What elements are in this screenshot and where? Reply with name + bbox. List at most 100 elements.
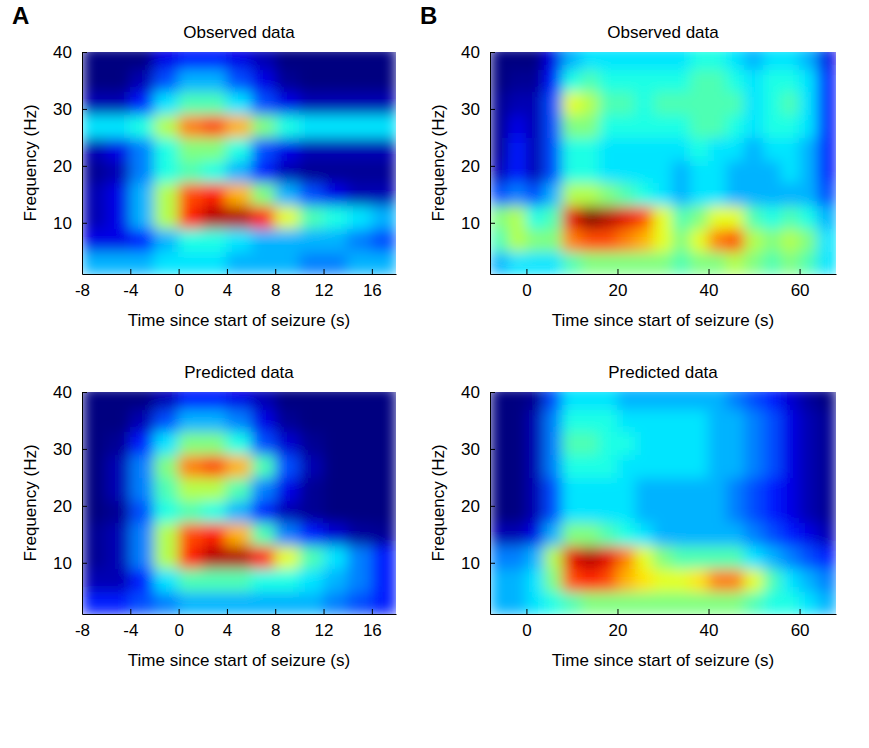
x-axis: -8-40481216 <box>75 269 397 300</box>
tick-label: 10 <box>53 214 72 233</box>
heatmap-cell <box>672 392 691 410</box>
heatmap-cell <box>106 591 131 614</box>
heatmap-cell <box>653 137 672 161</box>
heatmap-cell <box>690 431 709 455</box>
heatmap-cell <box>744 568 763 592</box>
heatmap-cell <box>562 52 581 70</box>
tick-label: 4 <box>223 621 232 640</box>
heatmap-cell <box>154 545 179 569</box>
heatmap-cell <box>653 522 672 546</box>
heatmap-cell <box>817 228 836 252</box>
heatmap-cell <box>799 454 818 478</box>
heatmap-cell <box>106 477 131 501</box>
heatmap-cell <box>508 91 527 115</box>
heatmap-cell <box>275 591 300 614</box>
heatmap-cell <box>526 160 545 184</box>
heatmap-cell <box>226 431 251 455</box>
heatmap-cell <box>130 500 155 524</box>
heatmap-cell <box>526 205 545 229</box>
heatmap-cell <box>744 522 763 546</box>
heatmap-cell <box>202 91 227 115</box>
heatmap-cell <box>508 251 527 274</box>
heatmap-cell <box>544 591 563 614</box>
tick: 60 <box>791 609 810 640</box>
heatmap-cell <box>726 500 745 524</box>
heatmap-cell <box>202 545 227 569</box>
heatmap-cell <box>672 409 691 433</box>
tick-mark <box>82 166 87 167</box>
heatmap-cell <box>744 251 763 274</box>
heatmap-cell <box>690 568 709 592</box>
heatmap-cell <box>154 500 179 524</box>
heatmap-cell <box>106 69 131 93</box>
plot-area <box>490 52 836 274</box>
x-axis-title: Time since start of seizure (s) <box>552 311 774 330</box>
heatmap-cell <box>708 477 727 501</box>
tick-label: 40 <box>53 383 72 402</box>
heatmap-cell <box>544 568 563 592</box>
heatmap-cell <box>799 500 818 524</box>
heatmap-cell <box>82 182 107 206</box>
heatmap-cell <box>653 182 672 206</box>
heatmap-cell <box>226 500 251 524</box>
panel-title: Predicted data <box>184 363 294 382</box>
heatmap-cell <box>544 251 563 274</box>
heatmap-cell <box>763 91 782 115</box>
heatmap-cell <box>323 228 348 252</box>
heatmap-cell <box>371 431 396 455</box>
tick: 60 <box>791 269 810 300</box>
heatmap-cell <box>708 52 727 70</box>
heatmap-cell <box>275 228 300 252</box>
heatmap-cell <box>82 392 107 410</box>
heatmap-cell <box>581 431 600 455</box>
heatmap-cell <box>763 431 782 455</box>
panel-title: Observed data <box>183 23 295 42</box>
heatmap-cell <box>799 228 818 252</box>
heatmap-cell <box>562 545 581 569</box>
heatmap-cell <box>562 205 581 229</box>
heatmap-cell <box>323 545 348 569</box>
heatmap-cell <box>251 454 276 478</box>
heatmap-cell <box>526 568 545 592</box>
heatmap-cell <box>744 91 763 115</box>
tick-mark <box>617 269 618 274</box>
heatmap-cell <box>744 477 763 501</box>
heatmap-cell <box>799 431 818 455</box>
heatmap-cell <box>299 392 324 410</box>
heatmap-cell <box>763 228 782 252</box>
tick-mark <box>82 392 87 393</box>
heatmap-cell <box>202 477 227 501</box>
heatmap-cell <box>817 568 836 592</box>
axis-line <box>83 274 397 275</box>
heatmap-cell <box>251 591 276 614</box>
panel-title: Observed data <box>607 23 719 42</box>
tick-mark <box>490 166 495 167</box>
tick-label: -8 <box>75 281 90 300</box>
heatmap-cell <box>130 228 155 252</box>
heatmap-cell <box>82 545 107 569</box>
heatmap-cell <box>490 91 509 115</box>
heatmap-cell <box>526 91 545 115</box>
tick: 20 <box>609 269 628 300</box>
heatmap-cell <box>275 545 300 569</box>
heatmap-cell <box>817 477 836 501</box>
heatmap-cell <box>490 160 509 184</box>
heatmap-cell <box>599 392 618 410</box>
heatmap-cell <box>763 182 782 206</box>
heatmap-cell <box>275 454 300 478</box>
heatmap-cell <box>781 69 800 93</box>
tick-mark <box>324 609 325 614</box>
heatmap-cell <box>726 69 745 93</box>
heatmap-cell <box>635 477 654 501</box>
heatmap-cell <box>299 69 324 93</box>
heatmap-cell <box>653 454 672 478</box>
heatmap-cell <box>781 545 800 569</box>
heatmap-cell <box>251 228 276 252</box>
tick-label: 8 <box>271 281 280 300</box>
heatmap-cell <box>508 522 527 546</box>
heatmap-cell <box>653 431 672 455</box>
heatmap-cell <box>178 392 203 410</box>
heatmap-cell <box>562 251 581 274</box>
heatmap-cell <box>781 114 800 138</box>
heatmap-cell <box>653 91 672 115</box>
